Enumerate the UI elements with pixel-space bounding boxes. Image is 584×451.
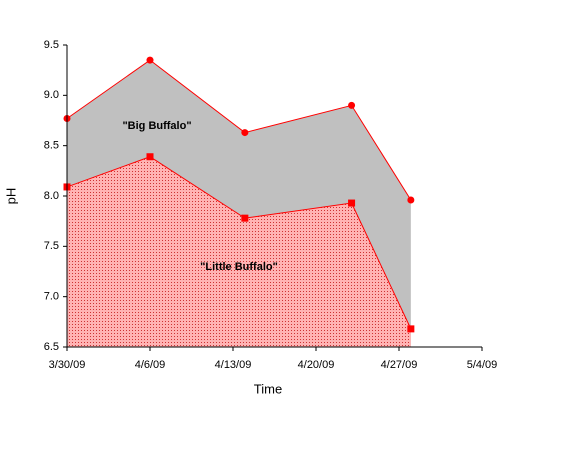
x-tick-label: 4/6/09: [135, 359, 166, 371]
marker: [348, 101, 356, 109]
marker: [146, 56, 154, 64]
y-tick-label: 6.5: [44, 341, 59, 353]
y-axis-title: pH: [3, 188, 18, 205]
marker: [241, 214, 249, 222]
x-tick-label: 5/4/09: [467, 359, 498, 371]
marker: [407, 196, 415, 204]
marker: [146, 153, 154, 161]
x-axis-title: Time: [254, 381, 282, 396]
marker: [407, 325, 415, 333]
y-tick-label: 7.0: [44, 291, 59, 303]
annotation: "Little Buffalo": [200, 261, 278, 273]
area: [67, 156, 411, 347]
marker: [241, 129, 249, 137]
x-tick-label: 4/27/09: [381, 359, 418, 371]
x-tick-label: 4/20/09: [298, 359, 335, 371]
annotation: "Big Buffalo": [122, 120, 191, 132]
y-tick-label: 9.5: [44, 39, 59, 51]
y-tick-label: 9.0: [44, 89, 59, 101]
y-tick-label: 8.5: [44, 140, 59, 152]
y-tick-label: 7.5: [44, 240, 59, 252]
y-tick-label: 8.0: [44, 190, 59, 202]
marker: [348, 199, 356, 207]
x-tick-label: 4/13/09: [215, 359, 252, 371]
x-tick-label: 3/30/09: [49, 359, 86, 371]
